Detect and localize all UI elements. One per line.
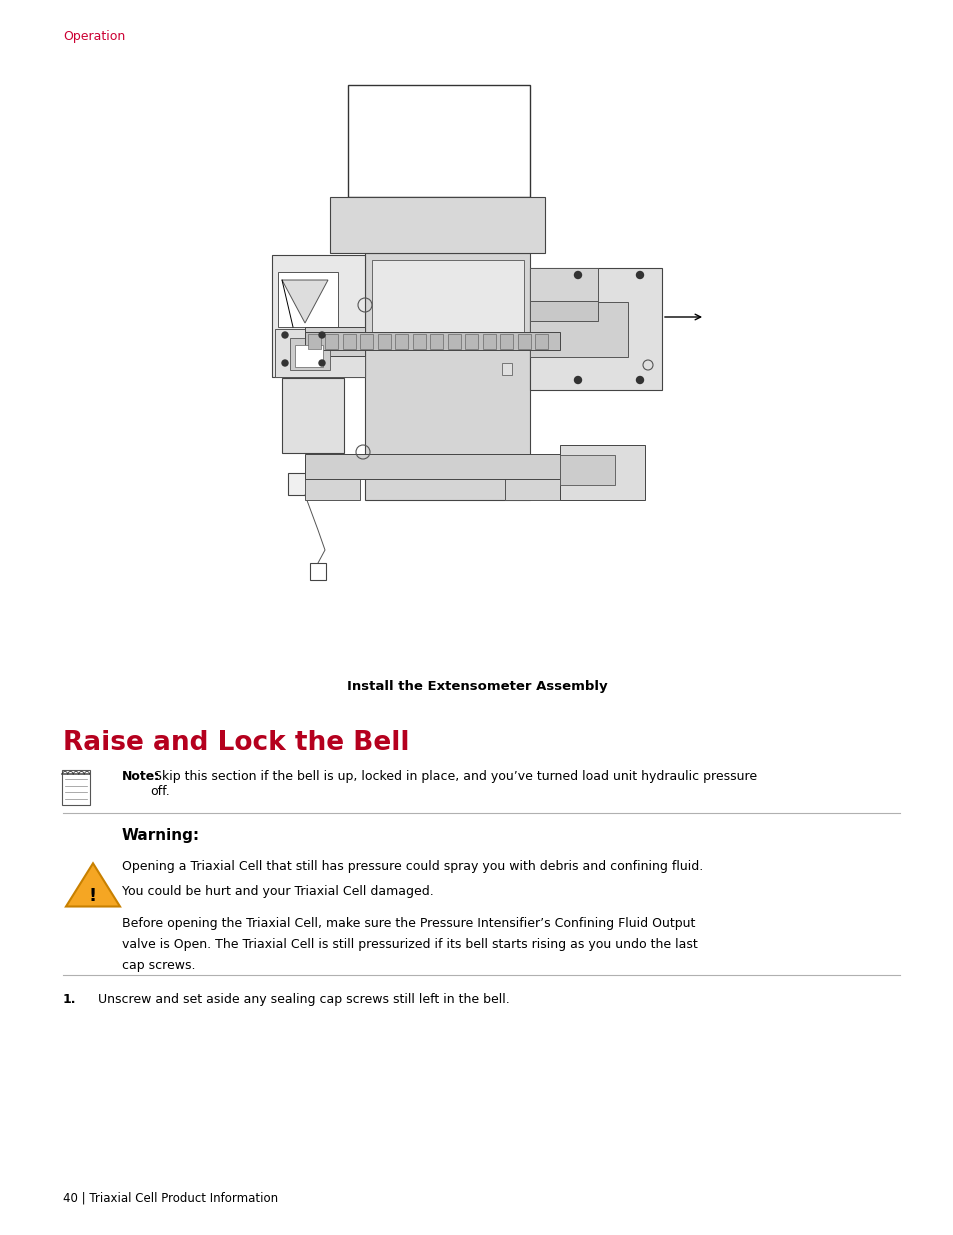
Bar xyxy=(305,327,365,356)
Text: Opening a Triaxial Cell that still has pressure could spray you with debris and : Opening a Triaxial Cell that still has p… xyxy=(122,860,702,873)
Bar xyxy=(305,332,559,350)
Bar xyxy=(288,473,317,495)
Bar xyxy=(517,333,530,350)
Bar xyxy=(372,261,523,335)
Bar xyxy=(559,454,615,485)
Bar xyxy=(308,333,320,350)
Bar xyxy=(530,268,598,301)
Bar xyxy=(360,333,373,350)
Bar xyxy=(535,333,547,350)
Circle shape xyxy=(318,332,325,338)
Bar xyxy=(395,333,408,350)
Bar xyxy=(530,301,598,321)
Polygon shape xyxy=(66,863,120,906)
Bar xyxy=(430,333,443,350)
Text: Note:: Note: xyxy=(122,769,160,783)
Bar xyxy=(310,563,326,580)
Text: Before opening the Triaxial Cell, make sure the Pressure Intensifier’s Confining: Before opening the Triaxial Cell, make s… xyxy=(122,918,695,930)
Circle shape xyxy=(574,272,581,279)
Text: cap screws.: cap screws. xyxy=(122,960,195,972)
Bar xyxy=(377,333,391,350)
Text: Install the Extensometer Assembly: Install the Extensometer Assembly xyxy=(346,680,607,693)
Text: Raise and Lock the Bell: Raise and Lock the Bell xyxy=(63,730,409,756)
Bar xyxy=(305,459,359,500)
Bar xyxy=(447,333,460,350)
Bar xyxy=(62,769,90,805)
Bar xyxy=(501,363,512,375)
Circle shape xyxy=(636,272,643,279)
Circle shape xyxy=(282,332,288,338)
Circle shape xyxy=(318,359,325,366)
Bar xyxy=(530,268,661,390)
Text: Operation: Operation xyxy=(63,30,125,43)
Bar xyxy=(294,345,323,367)
Bar xyxy=(342,333,355,350)
Bar xyxy=(274,329,365,377)
Bar xyxy=(325,333,338,350)
Text: !: ! xyxy=(89,887,97,905)
Bar xyxy=(559,445,644,500)
Circle shape xyxy=(636,377,643,384)
Bar xyxy=(290,338,330,370)
Bar xyxy=(530,303,627,357)
Polygon shape xyxy=(282,280,328,324)
Text: 1.: 1. xyxy=(63,993,76,1007)
Bar xyxy=(272,254,365,377)
Text: valve is Open. The Triaxial Cell is still pressurized if its bell starts rising : valve is Open. The Triaxial Cell is stil… xyxy=(122,939,697,951)
Circle shape xyxy=(574,377,581,384)
Circle shape xyxy=(282,359,288,366)
Text: Skip this section if the bell is up, locked in place, and you’ve turned load uni: Skip this section if the bell is up, loc… xyxy=(151,769,757,798)
Bar xyxy=(277,272,337,327)
Bar xyxy=(282,378,344,453)
Bar xyxy=(499,333,513,350)
Bar xyxy=(330,198,544,253)
Bar xyxy=(305,454,559,479)
Bar xyxy=(365,253,530,500)
Bar xyxy=(482,333,496,350)
Bar xyxy=(465,333,477,350)
Text: Warning:: Warning: xyxy=(122,827,200,844)
Bar xyxy=(504,459,559,500)
Bar xyxy=(413,333,425,350)
Text: Unscrew and set aside any sealing cap screws still left in the bell.: Unscrew and set aside any sealing cap sc… xyxy=(98,993,509,1007)
Bar xyxy=(348,85,530,198)
Text: 40 | Triaxial Cell Product Information: 40 | Triaxial Cell Product Information xyxy=(63,1192,278,1205)
Text: You could be hurt and your Triaxial Cell damaged.: You could be hurt and your Triaxial Cell… xyxy=(122,885,434,898)
